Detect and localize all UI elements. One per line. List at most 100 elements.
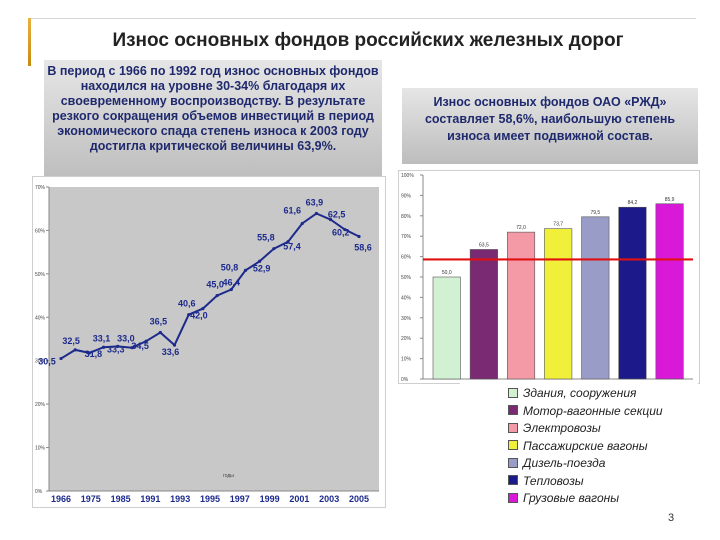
data-point	[314, 211, 319, 216]
data-label: 32,5	[62, 336, 80, 346]
data-point	[101, 345, 106, 349]
bar	[544, 228, 573, 380]
data-point	[87, 351, 91, 355]
x-tick-label: 1993	[170, 494, 190, 504]
data-point	[243, 268, 248, 272]
legend-swatch	[508, 440, 518, 451]
bar	[618, 206, 647, 380]
data-point	[158, 330, 162, 335]
y-tick-label: 0%	[401, 377, 409, 383]
data-label: 58,6	[354, 243, 372, 253]
accent-bar	[28, 18, 31, 66]
bar-chart: 0% 10% 20% 30% 40% 50% 60% 70% 80% 90% 100% 50,0 63,…	[401, 173, 693, 383]
data-point	[272, 247, 276, 251]
left-info-text: В период с 1966 по 1992 год износ основн…	[47, 64, 379, 153]
y-tick-label: 60%	[401, 255, 412, 261]
series-line	[60, 212, 360, 360]
y-tick-label: 20%	[35, 402, 46, 408]
data-label: 57,4	[283, 242, 301, 252]
data-point	[357, 234, 361, 239]
bar-value-label: 50,0	[442, 270, 452, 276]
y-tick-label: 50%	[35, 272, 46, 278]
y-tick-label: 70%	[401, 234, 412, 240]
data-point	[201, 307, 205, 311]
data-point	[172, 343, 177, 347]
bar-chart-panel: 0% 10% 20% 30% 40% 50% 60% 70% 80% 90% 100% 50,0 63,…	[398, 170, 700, 384]
legend-swatch	[508, 475, 518, 486]
x-tick-label: 1966	[51, 494, 71, 504]
data-label: 33,0	[117, 334, 135, 344]
x-tick-label: 1991	[140, 494, 160, 504]
x-tick-label: 2001	[289, 494, 309, 504]
data-label: 33,6	[162, 347, 180, 357]
legend-label: Тепловозы	[523, 473, 584, 488]
plot-area	[49, 187, 379, 491]
y-tick-label: 50%	[401, 275, 412, 281]
legend-item: Дизель-поезда	[508, 455, 605, 471]
data-label: 34,5	[131, 341, 149, 351]
bar-value-label: 79,5	[590, 210, 600, 216]
y-tick-label: 100%	[401, 173, 414, 179]
bar	[581, 216, 610, 380]
legend-label: Пассажирские вагоны	[523, 438, 648, 453]
y-tick-label: 60%	[35, 228, 46, 234]
legend-item: Электровозы	[508, 420, 601, 436]
bar-chart-legend: Здания, сооружения Мотор-вагонные секции Э…	[460, 383, 698, 508]
bar-value-label: 84,2	[628, 200, 638, 206]
page-number: 3	[668, 512, 675, 524]
legend-item: Здания, сооружения	[508, 385, 636, 401]
data-point	[130, 346, 134, 350]
x-tick-label: 2003	[319, 494, 339, 504]
x-tick-label: 2005	[349, 494, 369, 504]
x-tick-label: 1995	[200, 494, 220, 504]
bar	[655, 203, 684, 380]
legend-label: Дизель-поезда	[523, 456, 606, 470]
data-label: 63,9	[306, 197, 324, 207]
data-label: 50,8	[221, 262, 239, 272]
data-label: 60,2	[332, 228, 350, 238]
line-chart-panel: 0% 10% 20% 30% 40% 50% 60% 70% 1966 1975 1985 1991 1…	[32, 176, 386, 508]
data-point	[59, 356, 63, 361]
data-label: 52,9	[253, 263, 271, 273]
data-label: 46,4	[223, 277, 241, 287]
legend-item: Грузовые вагоны	[508, 490, 619, 506]
bar	[469, 249, 498, 380]
y-tick-label: 30%	[401, 316, 412, 322]
bar-value-label: 73,7	[553, 222, 563, 228]
data-label: 33,1	[93, 333, 111, 343]
data-point	[187, 313, 191, 317]
bar	[432, 276, 461, 380]
data-point	[73, 348, 77, 352]
y-tick-label: 20%	[401, 336, 412, 342]
y-tick-label: 0%	[35, 489, 43, 495]
right-info-box: Износ основных фондов ОАО «РЖД» составля…	[402, 88, 698, 164]
bar	[506, 231, 536, 380]
data-label: 45,0	[206, 280, 224, 290]
page-title: Износ основных фондов российских железны…	[112, 30, 624, 51]
left-info-box: В период с 1966 по 1992 год износ основн…	[44, 60, 382, 180]
x-tick-label: 1985	[111, 494, 131, 504]
legend-label: Электровозы	[523, 421, 601, 435]
x-axis-title: годы	[223, 473, 234, 479]
legend-swatch	[508, 457, 518, 468]
data-label: 31,8	[85, 349, 103, 359]
data-point	[286, 240, 290, 244]
data-point	[343, 227, 347, 232]
legend-item: Мотор-вагонные секции	[508, 403, 663, 419]
bar-value-label: 85,9	[665, 197, 675, 203]
legend-swatch	[508, 387, 518, 398]
data-label: 36,5	[150, 316, 168, 326]
legend-label: Мотор-вагонные секции	[523, 403, 663, 418]
data-point	[144, 339, 148, 343]
bar-value-label: 72,0	[516, 225, 526, 231]
data-label: 30,5	[38, 357, 56, 367]
data-point	[229, 287, 233, 292]
legend-label: Грузовые вагоны	[523, 491, 620, 505]
y-tick-label: 90%	[401, 193, 412, 199]
y-tick-label: 10%	[401, 357, 412, 363]
top-divider	[31, 18, 696, 19]
x-tick-label: 1997	[230, 494, 250, 504]
data-label: 62,5	[328, 210, 346, 220]
data-point	[329, 217, 333, 222]
data-point	[258, 259, 262, 263]
